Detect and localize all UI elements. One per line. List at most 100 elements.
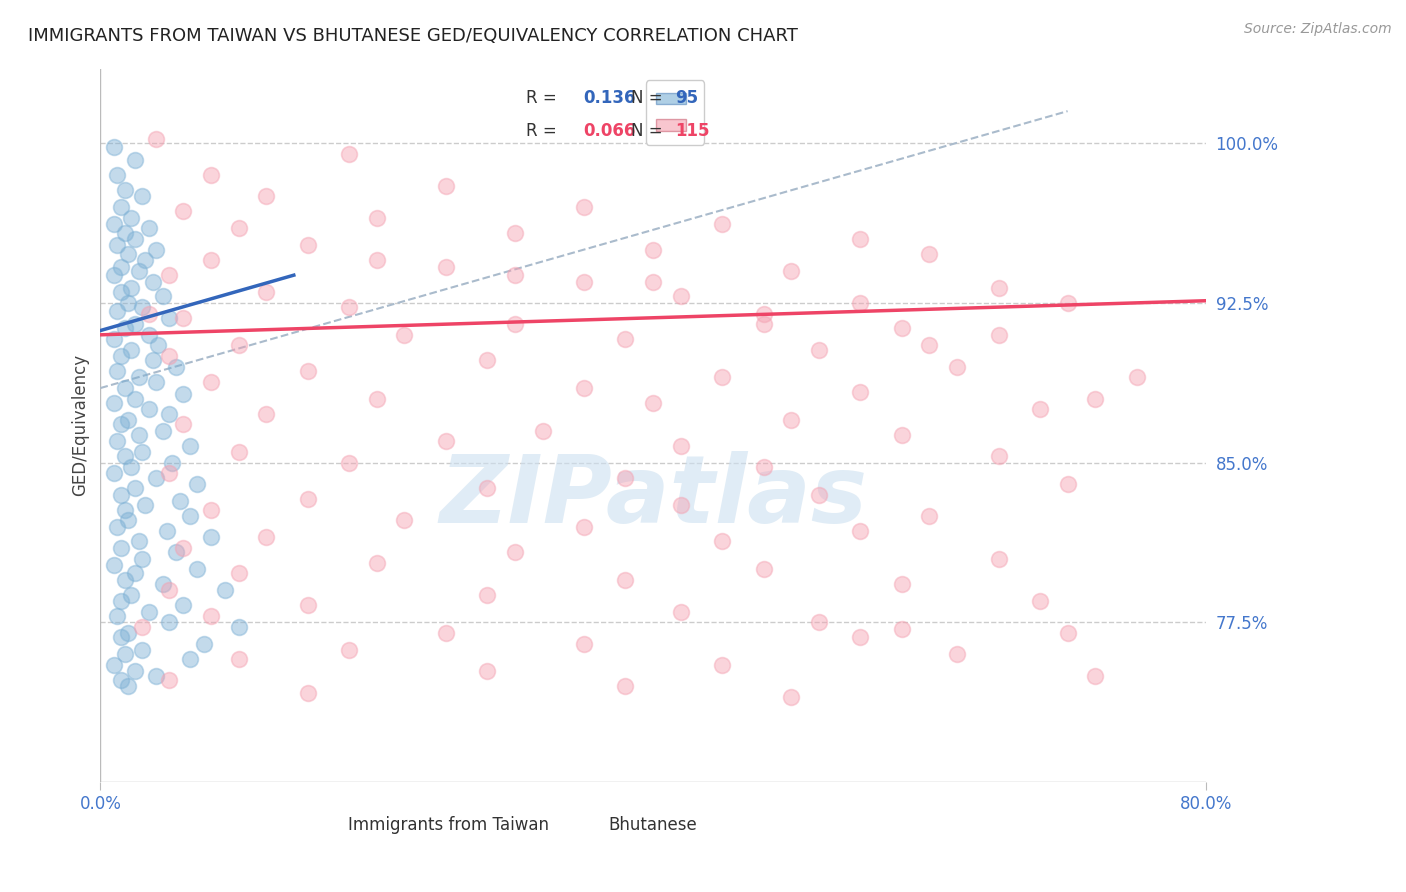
Point xyxy=(128,370,150,384)
Point xyxy=(807,615,830,630)
Point xyxy=(159,615,181,630)
Point xyxy=(228,445,250,459)
Text: R =: R = xyxy=(526,89,562,108)
Point xyxy=(172,541,194,555)
Point xyxy=(117,413,139,427)
Point xyxy=(807,343,830,357)
Point xyxy=(1084,668,1107,682)
Point xyxy=(114,648,136,662)
Point xyxy=(120,211,142,225)
Point xyxy=(105,519,128,533)
Point xyxy=(103,268,125,282)
Point xyxy=(572,519,595,533)
Point xyxy=(131,620,153,634)
Point xyxy=(531,424,554,438)
Point xyxy=(165,545,187,559)
Point xyxy=(159,349,181,363)
Point xyxy=(110,673,132,687)
Point xyxy=(156,524,179,538)
Point xyxy=(114,449,136,463)
Point xyxy=(572,200,595,214)
Point xyxy=(117,679,139,693)
Point xyxy=(128,264,150,278)
Point xyxy=(918,508,941,523)
Text: 0.066: 0.066 xyxy=(583,122,636,140)
Point xyxy=(120,343,142,357)
Point xyxy=(477,481,499,495)
Point xyxy=(110,349,132,363)
Point xyxy=(228,338,250,352)
Point xyxy=(114,502,136,516)
Point xyxy=(124,665,146,679)
Point xyxy=(890,321,912,335)
Point xyxy=(780,690,803,704)
Point xyxy=(254,285,277,300)
Point xyxy=(1056,477,1078,491)
Point xyxy=(297,491,319,506)
FancyBboxPatch shape xyxy=(579,815,614,839)
Point xyxy=(110,200,132,214)
Point xyxy=(337,146,360,161)
Point xyxy=(752,317,775,331)
Point xyxy=(1056,296,1078,310)
Point xyxy=(120,588,142,602)
Text: 0.136: 0.136 xyxy=(583,89,636,108)
Point xyxy=(117,247,139,261)
Text: Bhutanese: Bhutanese xyxy=(609,816,697,834)
Point xyxy=(849,524,872,538)
Point xyxy=(172,387,194,401)
Point xyxy=(105,238,128,252)
Text: IMMIGRANTS FROM TAIWAN VS BHUTANESE GED/EQUIVALENCY CORRELATION CHART: IMMIGRANTS FROM TAIWAN VS BHUTANESE GED/… xyxy=(28,27,799,45)
Point xyxy=(200,375,222,389)
Point xyxy=(145,470,167,484)
Point xyxy=(254,189,277,203)
Point xyxy=(159,407,181,421)
Point xyxy=(124,481,146,495)
Y-axis label: GED/Equivalency: GED/Equivalency xyxy=(72,354,89,497)
Point xyxy=(138,402,160,417)
Legend: , : , xyxy=(645,80,704,145)
Point xyxy=(152,289,174,303)
Point xyxy=(394,513,416,527)
Point xyxy=(186,562,208,576)
Point xyxy=(145,375,167,389)
Point xyxy=(503,545,526,559)
Point xyxy=(105,304,128,318)
Point xyxy=(179,439,201,453)
Point xyxy=(669,498,692,512)
Text: 115: 115 xyxy=(675,122,710,140)
Point xyxy=(124,392,146,406)
Point xyxy=(103,332,125,346)
Point xyxy=(138,221,160,235)
Point xyxy=(110,260,132,274)
Point xyxy=(110,594,132,608)
Point xyxy=(186,477,208,491)
Point xyxy=(849,296,872,310)
Point xyxy=(131,551,153,566)
Point xyxy=(987,449,1010,463)
Point xyxy=(849,630,872,644)
Point xyxy=(572,381,595,395)
Point xyxy=(117,513,139,527)
Text: Immigrants from Taiwan: Immigrants from Taiwan xyxy=(349,816,550,834)
Point xyxy=(103,217,125,231)
Point xyxy=(890,428,912,442)
Point xyxy=(148,338,170,352)
Point xyxy=(780,264,803,278)
Point xyxy=(572,275,595,289)
Point xyxy=(614,470,637,484)
Point xyxy=(503,226,526,240)
Point xyxy=(172,599,194,613)
Point xyxy=(103,140,125,154)
Point xyxy=(752,562,775,576)
Text: N =: N = xyxy=(631,122,668,140)
Point xyxy=(105,364,128,378)
Point xyxy=(142,275,165,289)
Point xyxy=(134,498,156,512)
Point xyxy=(254,530,277,544)
Point xyxy=(120,281,142,295)
Point xyxy=(503,268,526,282)
Point xyxy=(780,413,803,427)
Point xyxy=(117,296,139,310)
Point xyxy=(105,434,128,449)
